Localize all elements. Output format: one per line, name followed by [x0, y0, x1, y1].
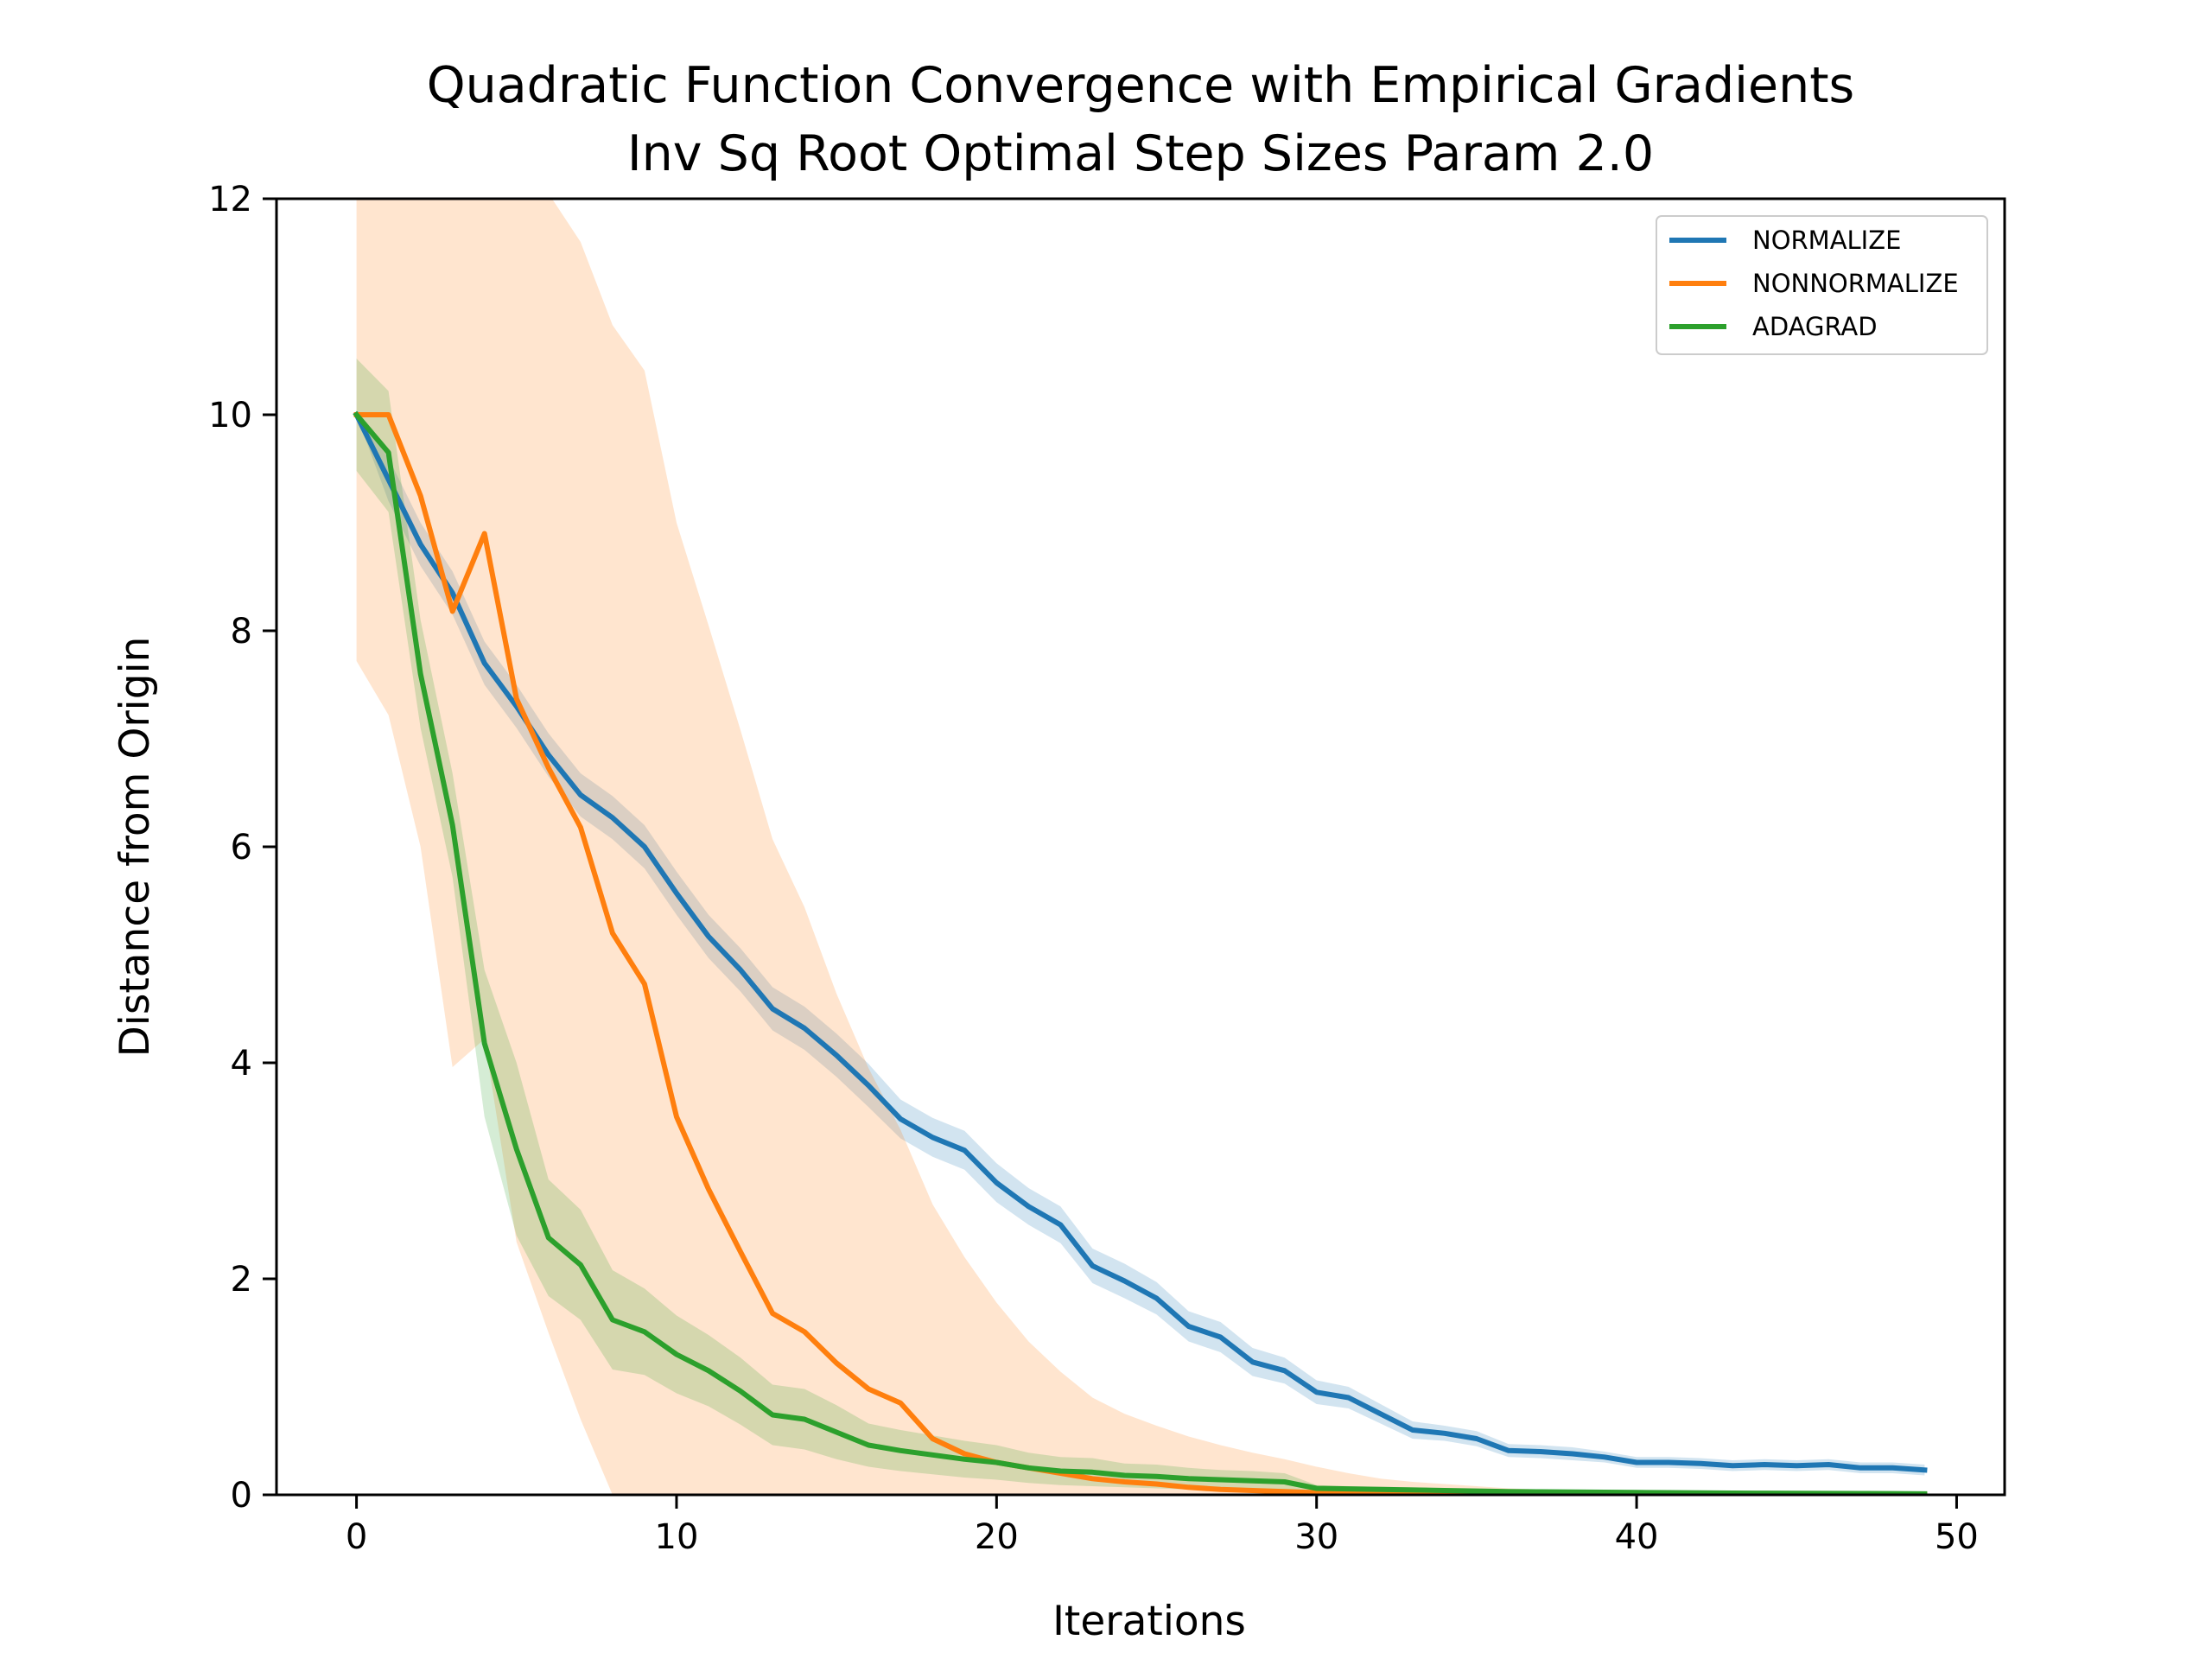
x-tick-label: 0	[346, 1517, 367, 1557]
chart-title: Quadratic Function Convergence with Empi…	[427, 57, 1855, 114]
y-axis-label: Distance from Origin	[111, 637, 159, 1058]
x-axis-label: Iterations	[1052, 1598, 1246, 1645]
y-tick-label: 4	[231, 1044, 252, 1084]
y-tick-label: 6	[231, 828, 252, 868]
legend: NORMALIZE NONNORMALIZE ADAGRAD	[1656, 215, 1988, 355]
y-tick-label: 8	[231, 612, 252, 652]
y-tick-label: 0	[231, 1476, 252, 1516]
x-tick-label: 30	[1294, 1517, 1338, 1557]
band-nonnormalize	[356, 199, 1925, 1495]
y-tick-label: 2	[231, 1260, 252, 1300]
legend-box	[1656, 215, 1988, 355]
y-axis: 0 2 4 6 8 10 12	[208, 180, 276, 1516]
legend-label-normalize: NORMALIZE	[1752, 226, 1901, 255]
line-adagrad	[353, 410, 1928, 1495]
y-tick-label: 10	[208, 396, 252, 435]
legend-label-nonnormalize: NONNORMALIZE	[1752, 269, 1959, 298]
x-axis: 0 10 20 30 40 50	[346, 1495, 1979, 1557]
chart-subtitle: Inv Sq Root Optimal Step Sizes Param 2.0	[627, 125, 1654, 182]
x-tick-label: 10	[655, 1517, 699, 1557]
legend-label-adagrad: ADAGRAD	[1752, 312, 1878, 341]
confidence-bands	[356, 199, 1925, 1495]
x-tick-label: 50	[1935, 1517, 1979, 1557]
x-tick-label: 40	[1615, 1517, 1659, 1557]
x-tick-label: 20	[975, 1517, 1019, 1557]
line-normalize	[353, 410, 1928, 1473]
y-tick-label: 12	[208, 180, 252, 219]
